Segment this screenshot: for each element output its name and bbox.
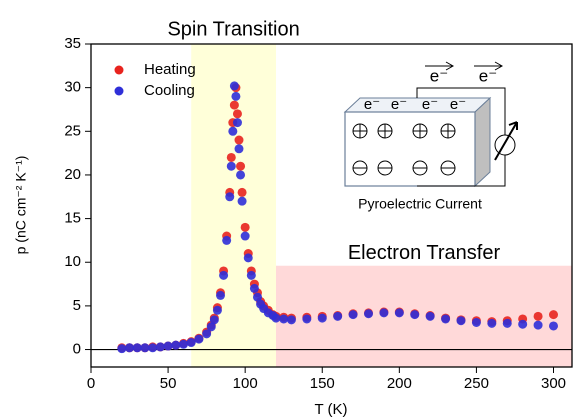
data-point — [229, 100, 239, 110]
data-point — [228, 126, 238, 136]
data-point — [234, 144, 244, 154]
data-point — [237, 196, 247, 206]
data-point — [249, 283, 259, 293]
y-axis-label: p (nC cm⁻² K⁻¹) — [13, 156, 29, 255]
data-point — [226, 152, 236, 162]
electron-label: e⁻ — [422, 96, 438, 113]
data-point — [225, 192, 235, 202]
data-point — [317, 313, 327, 323]
data-point — [302, 314, 312, 324]
region-label: Spin Transition — [167, 18, 299, 40]
legend-label: Heating — [144, 61, 196, 78]
data-point — [364, 309, 373, 319]
y-tick-label: 0 — [73, 341, 81, 358]
data-point — [237, 187, 247, 197]
data-point — [549, 310, 558, 320]
data-point — [232, 118, 242, 128]
data-point — [179, 339, 188, 349]
data-point — [549, 321, 558, 331]
data-point — [240, 222, 250, 232]
data-point — [410, 310, 420, 320]
data-point — [533, 320, 543, 330]
inset-diagram: e⁻ e⁻ e⁻ e⁻ e⁻ e⁻ Pyroelectric Current — [343, 61, 518, 212]
data-point — [502, 318, 512, 328]
data-point — [348, 310, 358, 320]
y-tick-label: 25 — [64, 122, 81, 139]
y-tick-label: 20 — [64, 166, 81, 183]
data-point — [212, 305, 222, 315]
plot-frame — [90, 43, 573, 368]
data-point — [425, 311, 435, 321]
y-tick-label: 5 — [73, 297, 81, 314]
data-point — [194, 334, 204, 344]
legend-marker — [114, 65, 124, 75]
data-point — [279, 314, 289, 324]
data-point — [132, 343, 142, 353]
x-tick-label: 250 — [464, 375, 489, 392]
data-point — [232, 109, 242, 119]
data-point — [471, 317, 481, 327]
data-point — [236, 170, 246, 180]
data-point — [206, 322, 216, 332]
data-point — [186, 338, 196, 348]
x-tick-label: 200 — [387, 375, 412, 392]
x-tick-label: 300 — [541, 375, 566, 392]
data-point — [209, 315, 219, 325]
data-point — [140, 343, 150, 353]
data-point — [441, 314, 451, 324]
legend-label: Cooling — [144, 82, 195, 99]
electron-label: e⁻ — [430, 66, 448, 85]
data-point — [253, 292, 262, 302]
data-point — [379, 308, 389, 318]
data-point — [246, 270, 256, 280]
data-point — [333, 311, 343, 321]
region-label: Electron Transfer — [348, 242, 501, 264]
electron-label: e⁻ — [364, 96, 380, 113]
data-point — [171, 340, 181, 350]
data-point — [222, 235, 232, 245]
data-point — [533, 311, 543, 321]
data-point — [518, 319, 528, 329]
data-point — [240, 231, 250, 241]
data-point — [219, 270, 229, 280]
electron-label: e⁻ — [450, 96, 466, 113]
legend-marker — [114, 86, 124, 96]
inset-caption: Pyroelectric Current — [358, 196, 482, 212]
x-tick-label: 50 — [160, 375, 177, 392]
data-point — [117, 344, 127, 354]
electron-label: e⁻ — [391, 96, 407, 113]
data-point — [487, 318, 497, 328]
y-tick-label: 30 — [64, 79, 81, 96]
data-point — [271, 313, 281, 323]
y-tick-label: 35 — [64, 35, 81, 52]
data-point — [231, 91, 241, 101]
region — [191, 44, 276, 367]
y-tick-label: 15 — [64, 210, 81, 227]
data-point — [394, 308, 404, 318]
data-point — [456, 316, 466, 326]
x-tick-label: 150 — [310, 375, 335, 392]
data-point — [148, 343, 158, 353]
x-axis-label: T (K) — [314, 401, 347, 418]
data-point — [163, 341, 173, 351]
data-point — [236, 161, 246, 171]
x-tick-label: 0 — [87, 375, 95, 392]
data-point — [155, 342, 165, 352]
y-tick-label: 10 — [64, 253, 81, 270]
data-point — [216, 290, 225, 300]
data-point — [229, 81, 239, 91]
data-point — [226, 161, 236, 171]
data-point — [234, 135, 244, 145]
electron-label: e⁻ — [479, 66, 497, 85]
data-point — [125, 343, 135, 353]
x-tick-label: 100 — [233, 375, 258, 392]
data-point — [243, 253, 253, 263]
data-point — [202, 329, 212, 339]
data-point — [286, 315, 296, 325]
